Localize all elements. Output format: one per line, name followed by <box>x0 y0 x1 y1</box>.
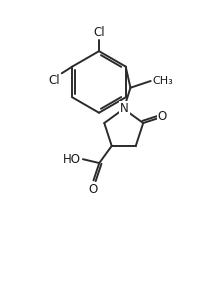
Text: O: O <box>158 110 167 123</box>
Text: N: N <box>120 102 129 115</box>
Text: O: O <box>89 183 98 196</box>
Text: Cl: Cl <box>93 26 105 39</box>
Text: HO: HO <box>63 153 81 166</box>
Text: CH₃: CH₃ <box>152 76 173 86</box>
Text: Cl: Cl <box>48 74 60 87</box>
